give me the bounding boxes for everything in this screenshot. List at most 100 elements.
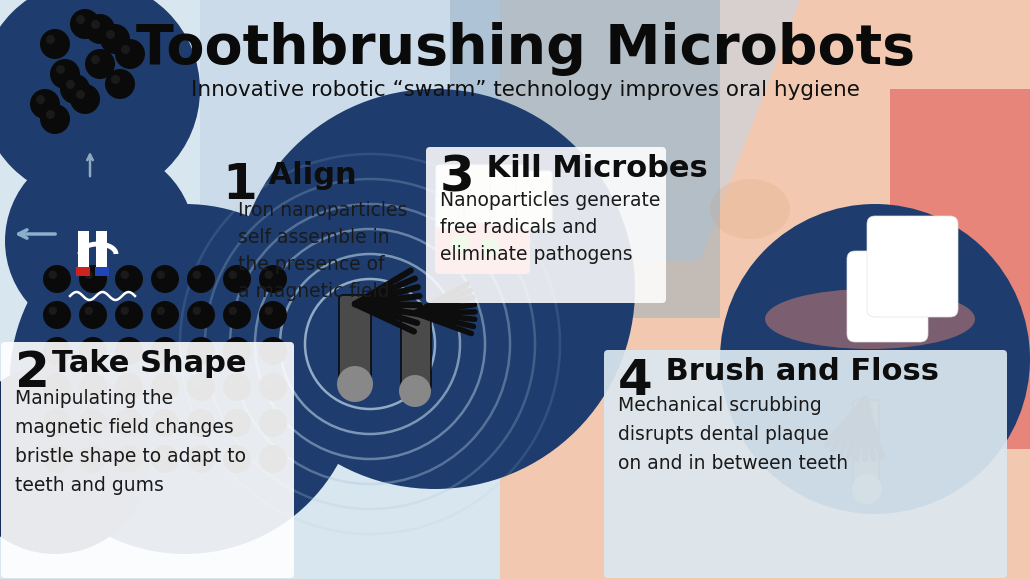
Circle shape xyxy=(151,373,179,401)
FancyBboxPatch shape xyxy=(815,251,842,312)
Circle shape xyxy=(259,301,287,329)
FancyBboxPatch shape xyxy=(853,400,879,488)
Text: eliminate pathogens: eliminate pathogens xyxy=(440,245,632,264)
Polygon shape xyxy=(200,232,480,376)
Circle shape xyxy=(193,270,201,279)
Circle shape xyxy=(224,445,251,473)
Circle shape xyxy=(111,75,121,84)
Circle shape xyxy=(84,343,93,351)
Circle shape xyxy=(151,265,179,293)
Circle shape xyxy=(121,270,129,279)
Circle shape xyxy=(76,15,85,24)
Text: teeth and gums: teeth and gums xyxy=(15,476,164,495)
Circle shape xyxy=(84,379,93,387)
Circle shape xyxy=(259,409,287,437)
Circle shape xyxy=(265,270,273,279)
Text: a magnetic field: a magnetic field xyxy=(238,282,389,301)
Circle shape xyxy=(43,373,71,401)
Text: magnetic field changes: magnetic field changes xyxy=(15,418,234,437)
Circle shape xyxy=(100,24,130,54)
Text: bristle shape to adapt to: bristle shape to adapt to xyxy=(15,447,246,466)
Circle shape xyxy=(224,373,251,401)
Circle shape xyxy=(720,204,1030,514)
Circle shape xyxy=(105,69,135,99)
Circle shape xyxy=(43,409,71,437)
Circle shape xyxy=(157,270,165,279)
Ellipse shape xyxy=(765,289,975,349)
FancyBboxPatch shape xyxy=(436,165,474,228)
Circle shape xyxy=(121,415,129,423)
Circle shape xyxy=(79,301,107,329)
Circle shape xyxy=(193,307,201,315)
Circle shape xyxy=(115,301,143,329)
Circle shape xyxy=(852,474,882,504)
Text: free radicals and: free radicals and xyxy=(440,218,597,237)
Circle shape xyxy=(229,307,237,315)
Text: Iron nanoparticles: Iron nanoparticles xyxy=(238,201,408,220)
Circle shape xyxy=(115,337,143,365)
Ellipse shape xyxy=(710,179,790,239)
FancyBboxPatch shape xyxy=(516,171,552,229)
Circle shape xyxy=(115,445,143,473)
FancyBboxPatch shape xyxy=(401,307,431,390)
Circle shape xyxy=(157,379,165,387)
Circle shape xyxy=(259,337,287,365)
Text: the presence of: the presence of xyxy=(238,255,384,274)
FancyBboxPatch shape xyxy=(464,165,500,223)
FancyBboxPatch shape xyxy=(867,216,958,317)
Circle shape xyxy=(229,415,237,423)
Circle shape xyxy=(36,95,45,104)
Text: Toothbrushing Microbots: Toothbrushing Microbots xyxy=(136,22,915,76)
Circle shape xyxy=(259,373,287,401)
Circle shape xyxy=(193,379,201,387)
Circle shape xyxy=(259,265,287,293)
Circle shape xyxy=(60,74,90,104)
Text: Nanoparticles generate: Nanoparticles generate xyxy=(440,191,660,210)
Text: disrupts dental plaque: disrupts dental plaque xyxy=(618,425,829,444)
Circle shape xyxy=(48,307,57,315)
Circle shape xyxy=(43,337,71,365)
Circle shape xyxy=(46,35,55,44)
Circle shape xyxy=(337,366,373,402)
Circle shape xyxy=(84,415,93,423)
Bar xyxy=(500,0,1030,579)
Circle shape xyxy=(48,343,57,351)
Text: Manipulating the: Manipulating the xyxy=(15,389,173,408)
Circle shape xyxy=(115,39,145,69)
FancyBboxPatch shape xyxy=(1,342,294,578)
Circle shape xyxy=(56,65,65,74)
Circle shape xyxy=(115,373,143,401)
Circle shape xyxy=(48,450,57,459)
Circle shape xyxy=(229,343,237,351)
FancyBboxPatch shape xyxy=(791,251,817,312)
Bar xyxy=(78,231,89,269)
Circle shape xyxy=(259,445,287,473)
Circle shape xyxy=(85,14,115,44)
Circle shape xyxy=(40,29,70,59)
Text: Innovative robotic “swarm” technology improves oral hygiene: Innovative robotic “swarm” technology im… xyxy=(191,80,860,100)
Circle shape xyxy=(115,265,143,293)
Circle shape xyxy=(48,270,57,279)
Circle shape xyxy=(91,55,100,64)
FancyBboxPatch shape xyxy=(339,295,371,383)
Circle shape xyxy=(151,301,179,329)
Circle shape xyxy=(0,0,200,200)
Text: Kill Microbes: Kill Microbes xyxy=(476,154,708,183)
Circle shape xyxy=(10,204,360,554)
Circle shape xyxy=(193,343,201,351)
Circle shape xyxy=(157,343,165,351)
Circle shape xyxy=(43,265,71,293)
Circle shape xyxy=(235,89,636,489)
FancyBboxPatch shape xyxy=(435,194,530,274)
Circle shape xyxy=(5,146,195,336)
Circle shape xyxy=(79,373,107,401)
Circle shape xyxy=(121,307,129,315)
Circle shape xyxy=(0,364,150,554)
Ellipse shape xyxy=(760,249,960,349)
Circle shape xyxy=(187,265,215,293)
Circle shape xyxy=(229,379,237,387)
Text: 4: 4 xyxy=(618,357,653,405)
Circle shape xyxy=(70,9,100,39)
Circle shape xyxy=(115,409,143,437)
Circle shape xyxy=(451,235,469,253)
